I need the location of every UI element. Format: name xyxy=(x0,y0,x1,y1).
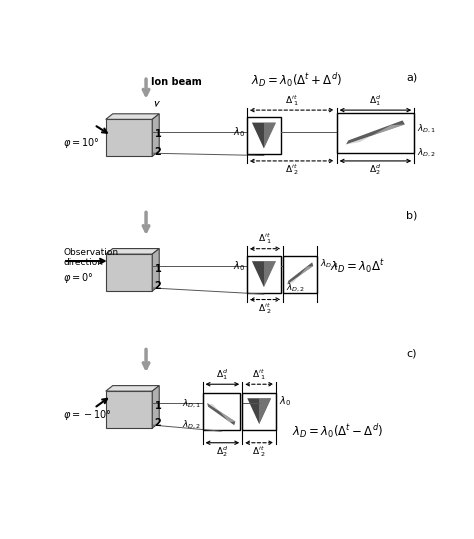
Bar xyxy=(242,393,276,430)
Polygon shape xyxy=(152,114,159,156)
Polygon shape xyxy=(106,391,152,428)
Polygon shape xyxy=(152,248,159,291)
Polygon shape xyxy=(106,114,159,119)
Text: $\lambda_{D,1}$: $\lambda_{D,1}$ xyxy=(182,397,201,410)
Text: $\lambda_0$: $\lambda_0$ xyxy=(233,259,245,273)
Polygon shape xyxy=(346,125,405,144)
Text: 2: 2 xyxy=(155,147,161,157)
Text: $\Delta^d_2$: $\Delta^d_2$ xyxy=(369,162,382,177)
Text: $\Delta^d_1$: $\Delta^d_1$ xyxy=(369,93,382,108)
Text: b): b) xyxy=(406,211,417,221)
Bar xyxy=(337,113,414,153)
Polygon shape xyxy=(259,398,271,424)
Text: 2: 2 xyxy=(155,281,161,292)
Polygon shape xyxy=(106,119,152,156)
Polygon shape xyxy=(264,261,276,287)
Text: $\lambda_{D,1}$: $\lambda_{D,1}$ xyxy=(417,123,436,135)
Text: $\lambda_D = \lambda_0\left(\Delta^t + \Delta^d\right)$: $\lambda_D = \lambda_0\left(\Delta^t + \… xyxy=(251,71,343,89)
Text: $\Delta'^t_1$: $\Delta'^t_1$ xyxy=(258,231,272,246)
Bar xyxy=(283,255,317,293)
Text: $\Delta'^t_1$: $\Delta'^t_1$ xyxy=(285,93,299,108)
Text: $\Delta'^t_1$: $\Delta'^t_1$ xyxy=(252,367,266,382)
Polygon shape xyxy=(252,122,276,148)
Polygon shape xyxy=(287,262,313,285)
Text: $\lambda_{D,2}$: $\lambda_{D,2}$ xyxy=(285,282,305,294)
Text: Ion beam: Ion beam xyxy=(151,77,201,87)
Polygon shape xyxy=(207,403,236,422)
Text: $\lambda_{D,2}$: $\lambda_{D,2}$ xyxy=(182,419,201,431)
Polygon shape xyxy=(152,385,159,428)
Text: $\Delta^d_2$: $\Delta^d_2$ xyxy=(216,444,228,459)
Polygon shape xyxy=(106,385,159,391)
Polygon shape xyxy=(287,266,313,285)
Text: a): a) xyxy=(406,72,417,82)
Text: 1: 1 xyxy=(155,264,161,274)
Text: 1: 1 xyxy=(155,129,161,139)
Text: $\lambda_0$: $\lambda_0$ xyxy=(233,125,245,139)
Bar xyxy=(247,255,281,293)
Text: $\lambda_0$: $\lambda_0$ xyxy=(279,394,291,408)
Text: c): c) xyxy=(407,348,417,358)
Polygon shape xyxy=(252,261,276,287)
Text: $\mathcal{v}$: $\mathcal{v}$ xyxy=(152,96,161,109)
Text: $\lambda_D = \lambda_0\Delta^t$: $\lambda_D = \lambda_0\Delta^t$ xyxy=(330,258,385,275)
Text: $\varphi = -10°$: $\varphi = -10°$ xyxy=(63,408,112,422)
Text: $\lambda_D = \lambda_0\left(\Delta^t - \Delta^d\right)$: $\lambda_D = \lambda_0\left(\Delta^t - \… xyxy=(292,422,383,440)
Text: $\Delta'^t_2$: $\Delta'^t_2$ xyxy=(252,444,266,459)
Text: 1: 1 xyxy=(155,401,161,411)
Text: $\Delta^d_1$: $\Delta^d_1$ xyxy=(216,367,228,382)
Polygon shape xyxy=(106,254,152,291)
Text: $\lambda_{D,2}$: $\lambda_{D,2}$ xyxy=(417,147,436,160)
Text: $\Delta'^t_2$: $\Delta'^t_2$ xyxy=(285,162,299,177)
Polygon shape xyxy=(207,403,236,425)
Bar xyxy=(247,117,281,154)
Polygon shape xyxy=(106,248,159,254)
Text: Observation
direction: Observation direction xyxy=(63,248,118,267)
Polygon shape xyxy=(346,120,405,144)
Text: $\varphi = 10°$: $\varphi = 10°$ xyxy=(63,136,100,150)
Text: $\varphi = 0°$: $\varphi = 0°$ xyxy=(63,271,93,285)
Polygon shape xyxy=(264,122,276,148)
Bar xyxy=(202,393,240,430)
Text: $\lambda_{D,1}$: $\lambda_{D,1}$ xyxy=(319,258,339,270)
Text: $\Delta'^t_2$: $\Delta'^t_2$ xyxy=(258,301,272,316)
Text: 2: 2 xyxy=(155,418,161,429)
Polygon shape xyxy=(247,398,271,424)
